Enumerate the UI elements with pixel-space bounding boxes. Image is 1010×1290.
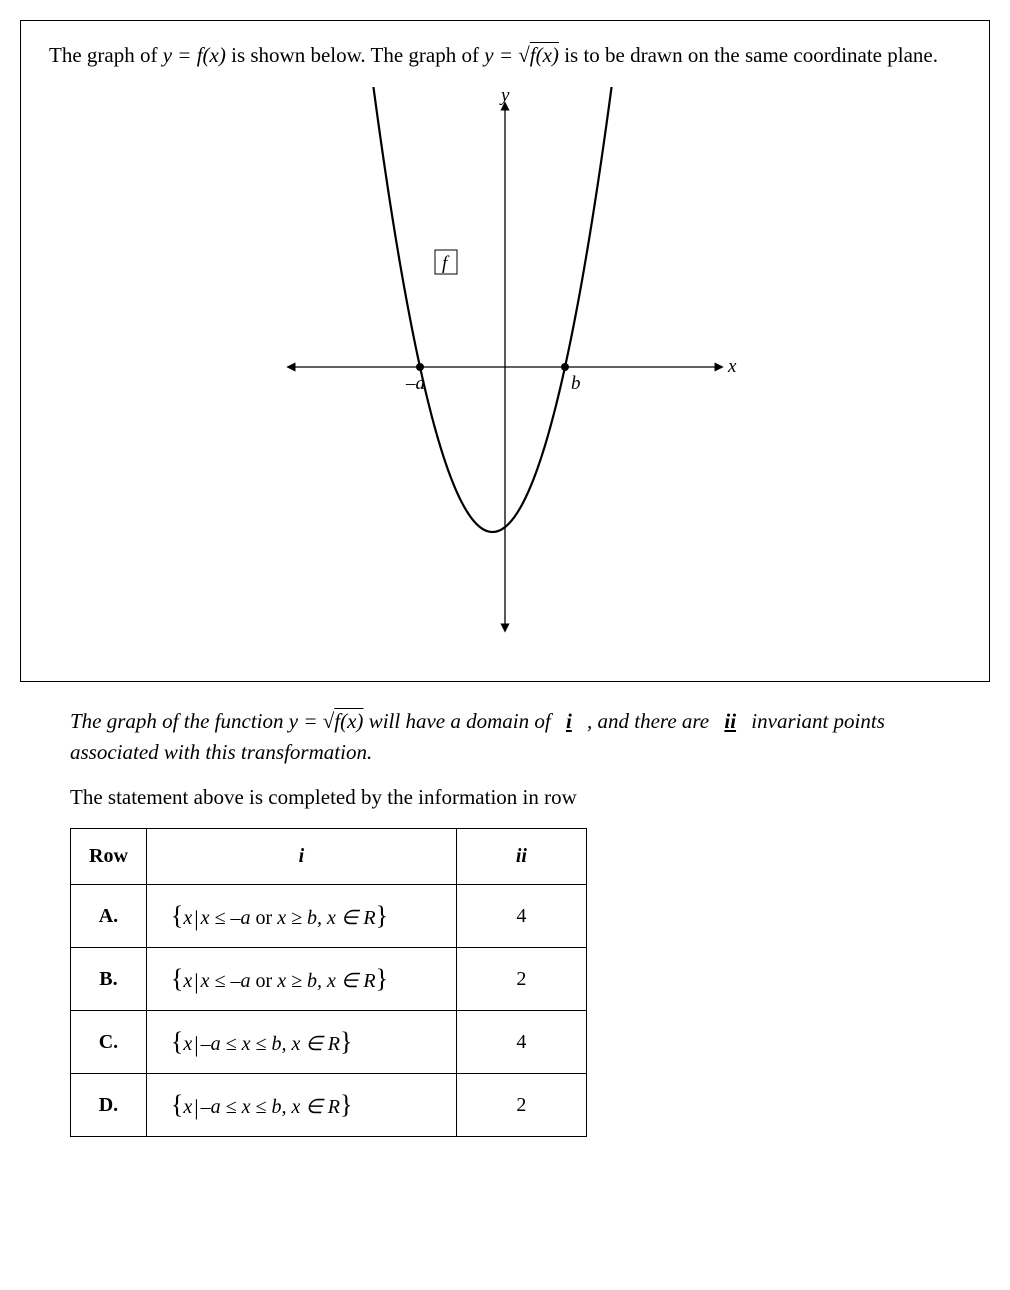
intro-mid: is shown below. The graph of bbox=[226, 43, 484, 67]
question-box: The graph of y = f(x) is shown below. Th… bbox=[20, 20, 990, 682]
table-row: B.{x|x ≤ –a or x ≥ b, x ∈ R}2 bbox=[71, 948, 587, 1011]
cell-i: {x|x ≤ –a or x ≥ b, x ∈ R} bbox=[146, 948, 456, 1011]
graph-container: y x f –a b bbox=[49, 87, 961, 653]
coordinate-graph: y x f –a b bbox=[270, 87, 740, 647]
eq1: y = f(x) bbox=[163, 43, 226, 67]
fill-in-statement: The graph of the function y = √f(x) will… bbox=[70, 706, 940, 767]
intro-pre: The graph of bbox=[49, 43, 163, 67]
cell-i: {x|–a ≤ x ≤ b, x ∈ R} bbox=[146, 1074, 456, 1137]
table-row: D.{x|–a ≤ x ≤ b, x ∈ R}2 bbox=[71, 1074, 587, 1137]
neg-a-label: –a bbox=[405, 373, 425, 394]
row-label: B. bbox=[71, 948, 147, 1011]
parabola-curve bbox=[360, 87, 620, 532]
cell-i: {x|–a ≤ x ≤ b, x ∈ R} bbox=[146, 1011, 456, 1074]
row-label: C. bbox=[71, 1011, 147, 1074]
intercept-neg-a bbox=[416, 363, 424, 371]
b-label: b bbox=[571, 373, 581, 394]
cell-i: {x|x ≤ –a or x ≥ b, x ∈ R} bbox=[146, 885, 456, 948]
question-intro: The graph of y = f(x) is shown below. Th… bbox=[49, 41, 961, 69]
cell-ii: 2 bbox=[456, 948, 586, 1011]
header-ii: ii bbox=[456, 829, 586, 885]
cell-ii: 4 bbox=[456, 1011, 586, 1074]
intro-post: is to be drawn on the same coordinate pl… bbox=[559, 43, 938, 67]
cell-ii: 4 bbox=[456, 885, 586, 948]
answer-table: Row i ii A.{x|x ≤ –a or x ≥ b, x ∈ R}4B.… bbox=[70, 828, 587, 1137]
table-row: C.{x|–a ≤ x ≤ b, x ∈ R}4 bbox=[71, 1011, 587, 1074]
eq2: y = √f(x) bbox=[484, 43, 559, 67]
y-axis-label: y bbox=[499, 87, 510, 106]
blank-ii: ii bbox=[714, 709, 746, 733]
cell-ii: 2 bbox=[456, 1074, 586, 1137]
header-row: Row bbox=[71, 829, 147, 885]
table-row: A.{x|x ≤ –a or x ≥ b, x ∈ R}4 bbox=[71, 885, 587, 948]
lead-in-text: The statement above is completed by the … bbox=[70, 785, 940, 810]
blank-i: i bbox=[556, 709, 582, 733]
intercept-b bbox=[561, 363, 569, 371]
x-axis-label: x bbox=[727, 356, 737, 377]
header-i: i bbox=[146, 829, 456, 885]
row-label: D. bbox=[71, 1074, 147, 1137]
row-label: A. bbox=[71, 885, 147, 948]
